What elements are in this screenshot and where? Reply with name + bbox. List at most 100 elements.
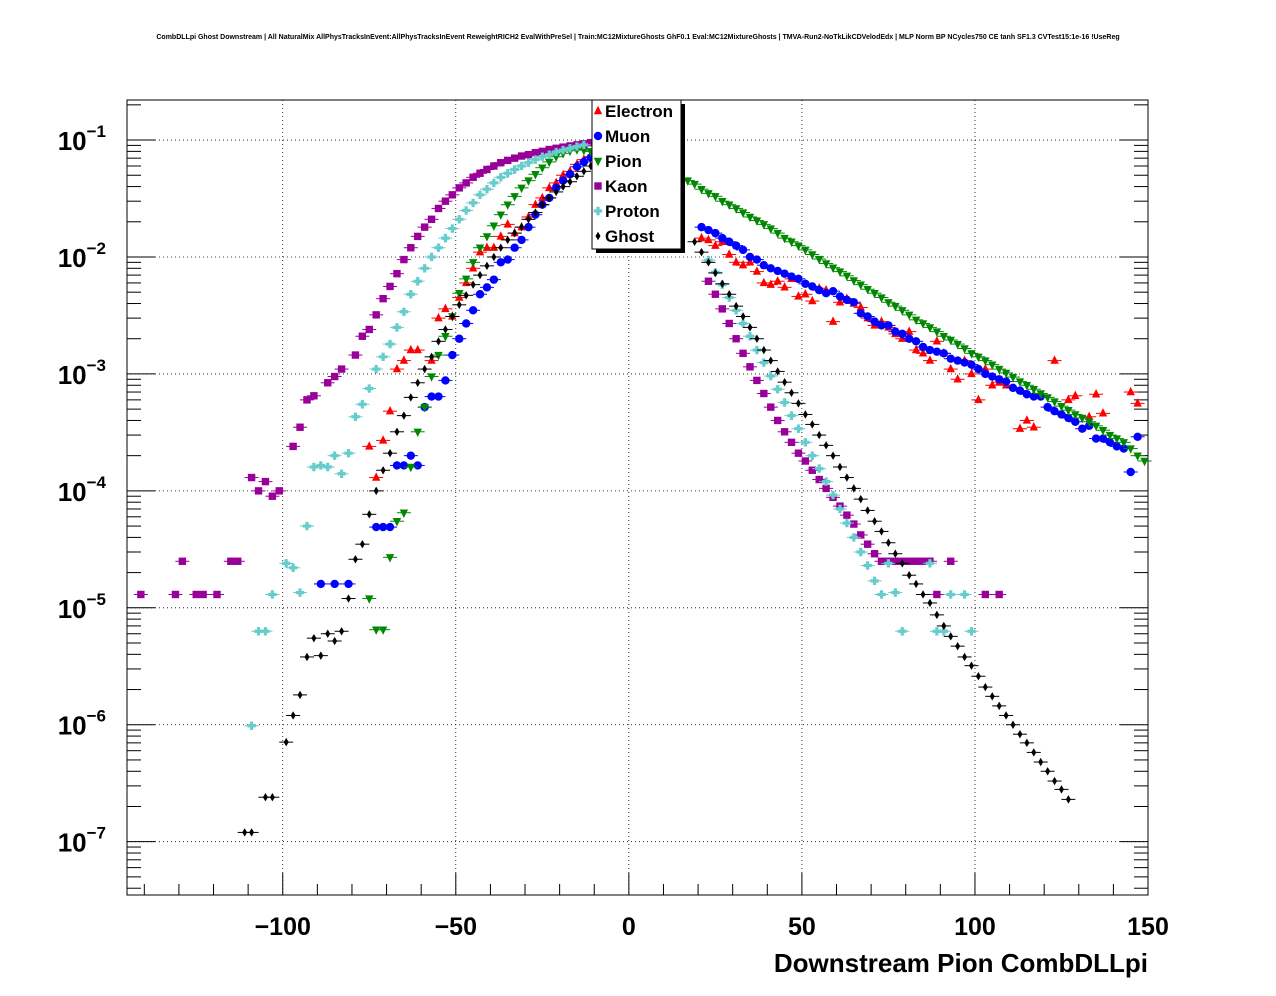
data-point — [461, 206, 471, 215]
data-point — [892, 549, 898, 558]
y-tick-label: 10−3 — [58, 356, 106, 390]
data-point — [712, 268, 718, 278]
data-point — [413, 277, 422, 286]
data-point — [1091, 422, 1101, 432]
data-point — [385, 522, 395, 532]
data-point — [385, 339, 395, 349]
data-point — [967, 360, 976, 369]
data-point — [821, 260, 831, 269]
data-point — [939, 627, 948, 636]
legend-label: Muon — [605, 127, 650, 146]
data-point — [828, 316, 838, 325]
data-point — [835, 268, 845, 277]
data-point — [572, 162, 582, 172]
legend-marker — [593, 105, 603, 115]
data-point — [906, 571, 912, 580]
data-point — [332, 636, 338, 646]
data-point — [359, 539, 365, 549]
data-point — [297, 690, 303, 700]
data-point — [489, 275, 499, 284]
data-point — [704, 190, 713, 199]
data-point — [1015, 423, 1025, 432]
data-point — [373, 486, 379, 496]
data-point — [372, 311, 380, 319]
data-point — [925, 559, 935, 568]
data-point — [732, 335, 740, 343]
data-point — [1112, 435, 1122, 444]
data-point — [953, 374, 962, 383]
data-point — [733, 301, 739, 311]
data-point — [461, 275, 471, 285]
data-point — [780, 234, 789, 244]
y-tick-base: 10 — [58, 711, 87, 741]
data-point — [692, 237, 698, 246]
data-point — [393, 269, 401, 278]
y-tick-base: 10 — [58, 828, 87, 858]
data-point — [1105, 431, 1115, 441]
data-point — [740, 312, 746, 321]
data-point — [249, 828, 255, 837]
data-point — [918, 348, 928, 357]
data-point — [725, 249, 734, 258]
data-point — [865, 506, 871, 515]
data-point — [856, 547, 865, 557]
data-point — [269, 793, 275, 802]
data-point — [752, 266, 762, 275]
data-point — [1017, 730, 1023, 739]
data-point — [863, 561, 872, 570]
data-point — [878, 527, 885, 536]
legend-marker — [593, 157, 603, 167]
data-point — [801, 438, 810, 447]
data-point — [475, 244, 485, 253]
data-point — [351, 351, 360, 359]
data-point — [759, 221, 769, 230]
data-point — [794, 449, 803, 457]
data-point — [982, 682, 988, 692]
data-point — [725, 201, 734, 210]
data-point — [1058, 785, 1064, 794]
data-point — [934, 610, 940, 620]
data-point — [1071, 417, 1080, 426]
legend-marker — [593, 131, 603, 141]
data-point — [531, 171, 540, 180]
data-point — [960, 345, 969, 354]
data-point — [455, 334, 464, 343]
data-point — [316, 579, 326, 589]
data-point — [925, 324, 935, 333]
data-point — [815, 285, 824, 295]
data-point — [856, 309, 865, 318]
data-point — [588, 161, 594, 171]
data-point — [1003, 711, 1009, 720]
data-point — [773, 416, 782, 425]
data-point — [974, 353, 983, 363]
data-point — [137, 590, 145, 599]
data-point — [870, 550, 879, 558]
data-point — [455, 215, 464, 224]
data-point — [545, 158, 554, 168]
data-point — [415, 378, 421, 387]
data-point — [989, 692, 995, 701]
data-point — [434, 392, 443, 401]
data-point — [828, 264, 838, 273]
data-point — [782, 377, 788, 387]
data-point — [551, 153, 561, 162]
y-tick-label: 10−6 — [58, 707, 106, 741]
axis-ticks: −100 −50 0 50 100 15010−710−610−510−410−310−2… — [58, 104, 1169, 941]
data-point — [780, 269, 789, 278]
legend-label: Ghost — [605, 227, 654, 246]
data-point — [794, 291, 803, 300]
data-point — [773, 229, 782, 239]
data-point — [863, 312, 872, 321]
data-point — [994, 365, 1004, 375]
data-point — [1036, 390, 1045, 399]
data-point — [420, 403, 429, 413]
data-point — [759, 277, 769, 287]
data-point — [981, 369, 990, 379]
data-point — [399, 461, 409, 470]
data-point — [801, 289, 810, 298]
data-point — [455, 184, 463, 192]
data-point — [759, 358, 769, 367]
legend-marker — [595, 231, 601, 241]
data-point — [872, 517, 878, 526]
data-point — [371, 364, 381, 374]
